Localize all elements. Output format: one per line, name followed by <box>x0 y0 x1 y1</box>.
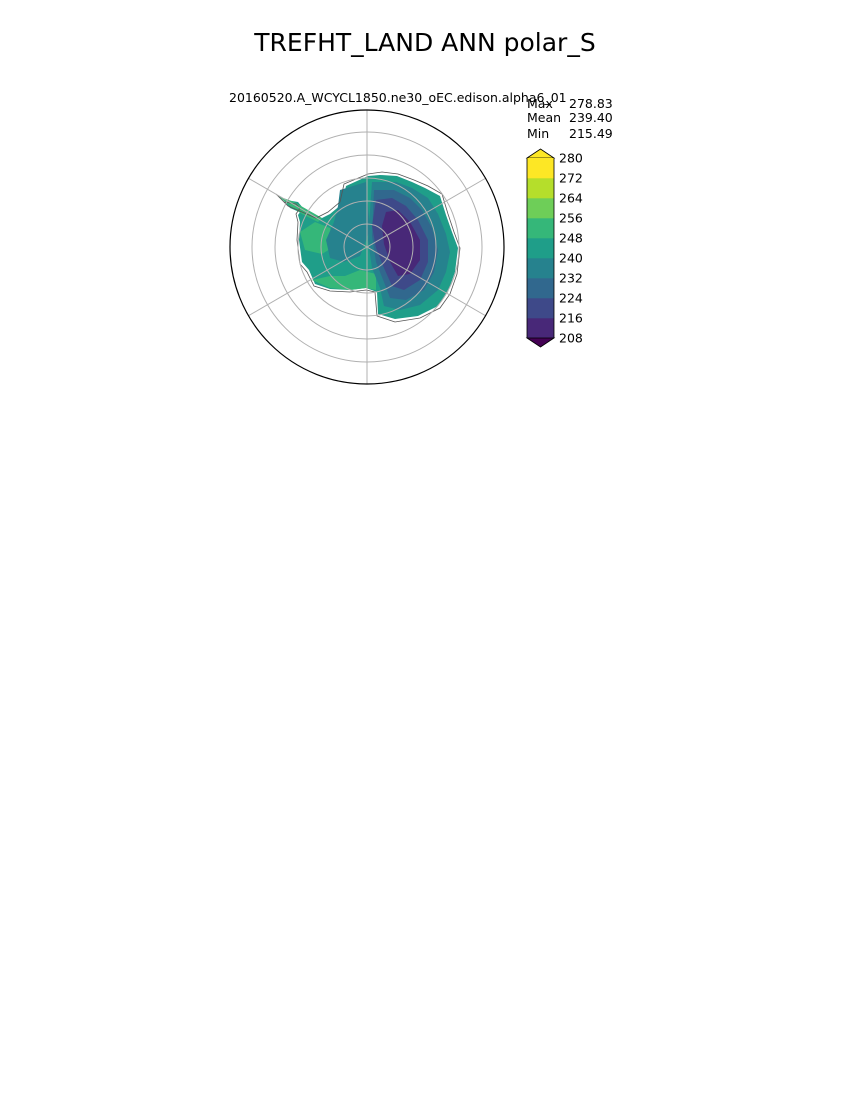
stat-max-value: 278.83 <box>569 96 613 111</box>
colorbar-tick-label: 216 <box>559 311 583 326</box>
stat-mean-label: Mean <box>527 110 562 125</box>
colorbar-segment <box>527 318 554 339</box>
colorbar-tick-label: 256 <box>559 211 583 226</box>
colorbar-segment <box>527 158 554 179</box>
colorbar-segment <box>527 278 554 299</box>
colorbar-tick-label: 272 <box>559 171 583 186</box>
colorbar-extend-min <box>525 337 556 348</box>
colorbar-extend-max <box>525 148 556 159</box>
land-band-weddell-coast <box>300 222 335 254</box>
coastline <box>275 171 461 323</box>
land-band-ross-coast <box>312 270 376 290</box>
colorbar-tick-label: 240 <box>559 251 583 266</box>
graticule <box>247 110 487 384</box>
plot-subtitle: 20160520.A_WCYCL1850.ne30_oEC.edison.alp… <box>229 90 567 105</box>
colorbar-frame <box>526 158 555 338</box>
colorbar-tick-label: 264 <box>559 191 583 206</box>
stat-mean-value: 239.40 <box>569 110 613 125</box>
colorbar-tick-label: 224 <box>559 291 583 306</box>
stat-max-label: Max <box>527 96 553 111</box>
figure-title: TREFHT_LAND ANN polar_S <box>254 28 596 57</box>
colorbar-segment <box>527 178 554 199</box>
colorbar-tick-label: 248 <box>559 231 583 246</box>
colorbar-segment <box>527 258 554 279</box>
colorbar-segment <box>527 298 554 319</box>
colorbar-tick-label: 280 <box>559 151 583 166</box>
colorbar-segment <box>527 218 554 239</box>
colorbar-segment <box>527 198 554 219</box>
stat-min-value: 215.49 <box>569 126 613 141</box>
colorbar: 208 216 224 232 240 248 256 264 272 280 <box>525 148 583 348</box>
colorbar-segment <box>527 238 554 259</box>
map-boundary <box>229 109 505 385</box>
colorbar-tick-label: 208 <box>559 331 583 346</box>
polar-map <box>275 171 461 323</box>
colorbar-tick-label: 232 <box>559 271 583 286</box>
stat-min-label: Min <box>527 126 550 141</box>
land-band-plateau-core <box>382 210 420 276</box>
